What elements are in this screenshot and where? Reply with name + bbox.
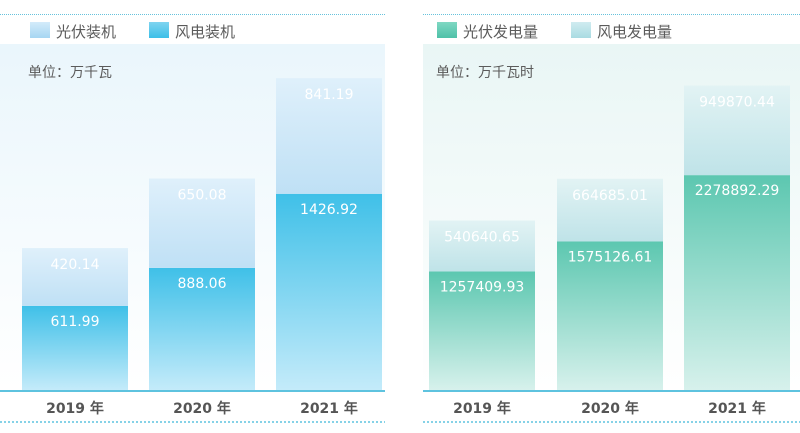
top-divider: [423, 14, 800, 15]
unit-label: 单位：万千瓦: [28, 65, 112, 81]
data-label: 2278892.29: [695, 183, 780, 199]
data-label: 888.06: [178, 276, 227, 292]
x-tick-label: 2021 年: [708, 400, 766, 417]
installed-capacity-panel: 光伏装机 风电装机 单位：万千瓦 611.99 420.14 2019 年 888.0…: [0, 0, 385, 433]
x-tick-label: 2021 年: [300, 400, 358, 417]
data-label: 420.14: [51, 257, 100, 273]
legend-label-wind: 风电装机: [175, 23, 236, 41]
legend-swatch-solar: [437, 22, 457, 38]
bar-segment-series1: [684, 175, 790, 390]
bar-segment-series1: [22, 305, 128, 390]
x-tick-label: 2019 年: [453, 400, 511, 417]
bar-segment-series2: [429, 220, 535, 272]
legend-label-solar: 光伏装机: [56, 23, 117, 41]
legend-swatch-wind: [571, 22, 591, 38]
bar-segment-series2: [557, 178, 663, 242]
generation-chart: 1257409.93 540640.65 2019 年 1575126.61 66468…: [423, 85, 800, 423]
legend-swatch-solar: [30, 22, 50, 38]
data-label: 949870.44: [699, 95, 775, 111]
bar-segment-series2: [276, 78, 382, 194]
data-label: 664685.01: [572, 188, 648, 204]
legend: 光伏发电量 风电发电量: [423, 20, 800, 42]
x-tick-label: 2019 年: [46, 400, 104, 417]
legend-label-solar: 光伏发电量: [463, 23, 539, 41]
unit-label: 单位：万千瓦时: [436, 65, 534, 81]
x-tick-label: 2020 年: [173, 400, 231, 417]
bar-segment-series1: [429, 271, 535, 390]
bar-segment-series1: [149, 267, 255, 390]
bar-segment-series1: [557, 241, 663, 390]
data-label: 1426.92: [300, 202, 358, 218]
data-label: 611.99: [51, 314, 100, 330]
data-label: 650.08: [178, 188, 227, 204]
legend: 光伏装机 风电装机: [0, 20, 385, 42]
bar-segment-series2: [684, 85, 790, 176]
legend-label-wind: 风电发电量: [597, 23, 673, 41]
data-label: 841.19: [305, 87, 354, 103]
data-label: 540640.65: [444, 229, 520, 245]
legend-swatch-wind: [149, 22, 169, 38]
bar-segment-series2: [22, 248, 128, 306]
top-divider: [0, 14, 385, 15]
capacity-chart: 611.99 420.14 2019 年 888.06 650.08 2020 年 1426…: [0, 78, 385, 423]
bar-segment-series2: [149, 178, 255, 268]
generation-panel: 光伏发电量 风电发电量 单位：万千瓦时 1257409.93 540640.65 2…: [423, 0, 800, 433]
data-label: 1257409.93: [440, 279, 525, 295]
bar-segment-series1: [276, 193, 382, 390]
x-tick-label: 2020 年: [581, 400, 639, 417]
data-label: 1575126.61: [568, 249, 653, 265]
